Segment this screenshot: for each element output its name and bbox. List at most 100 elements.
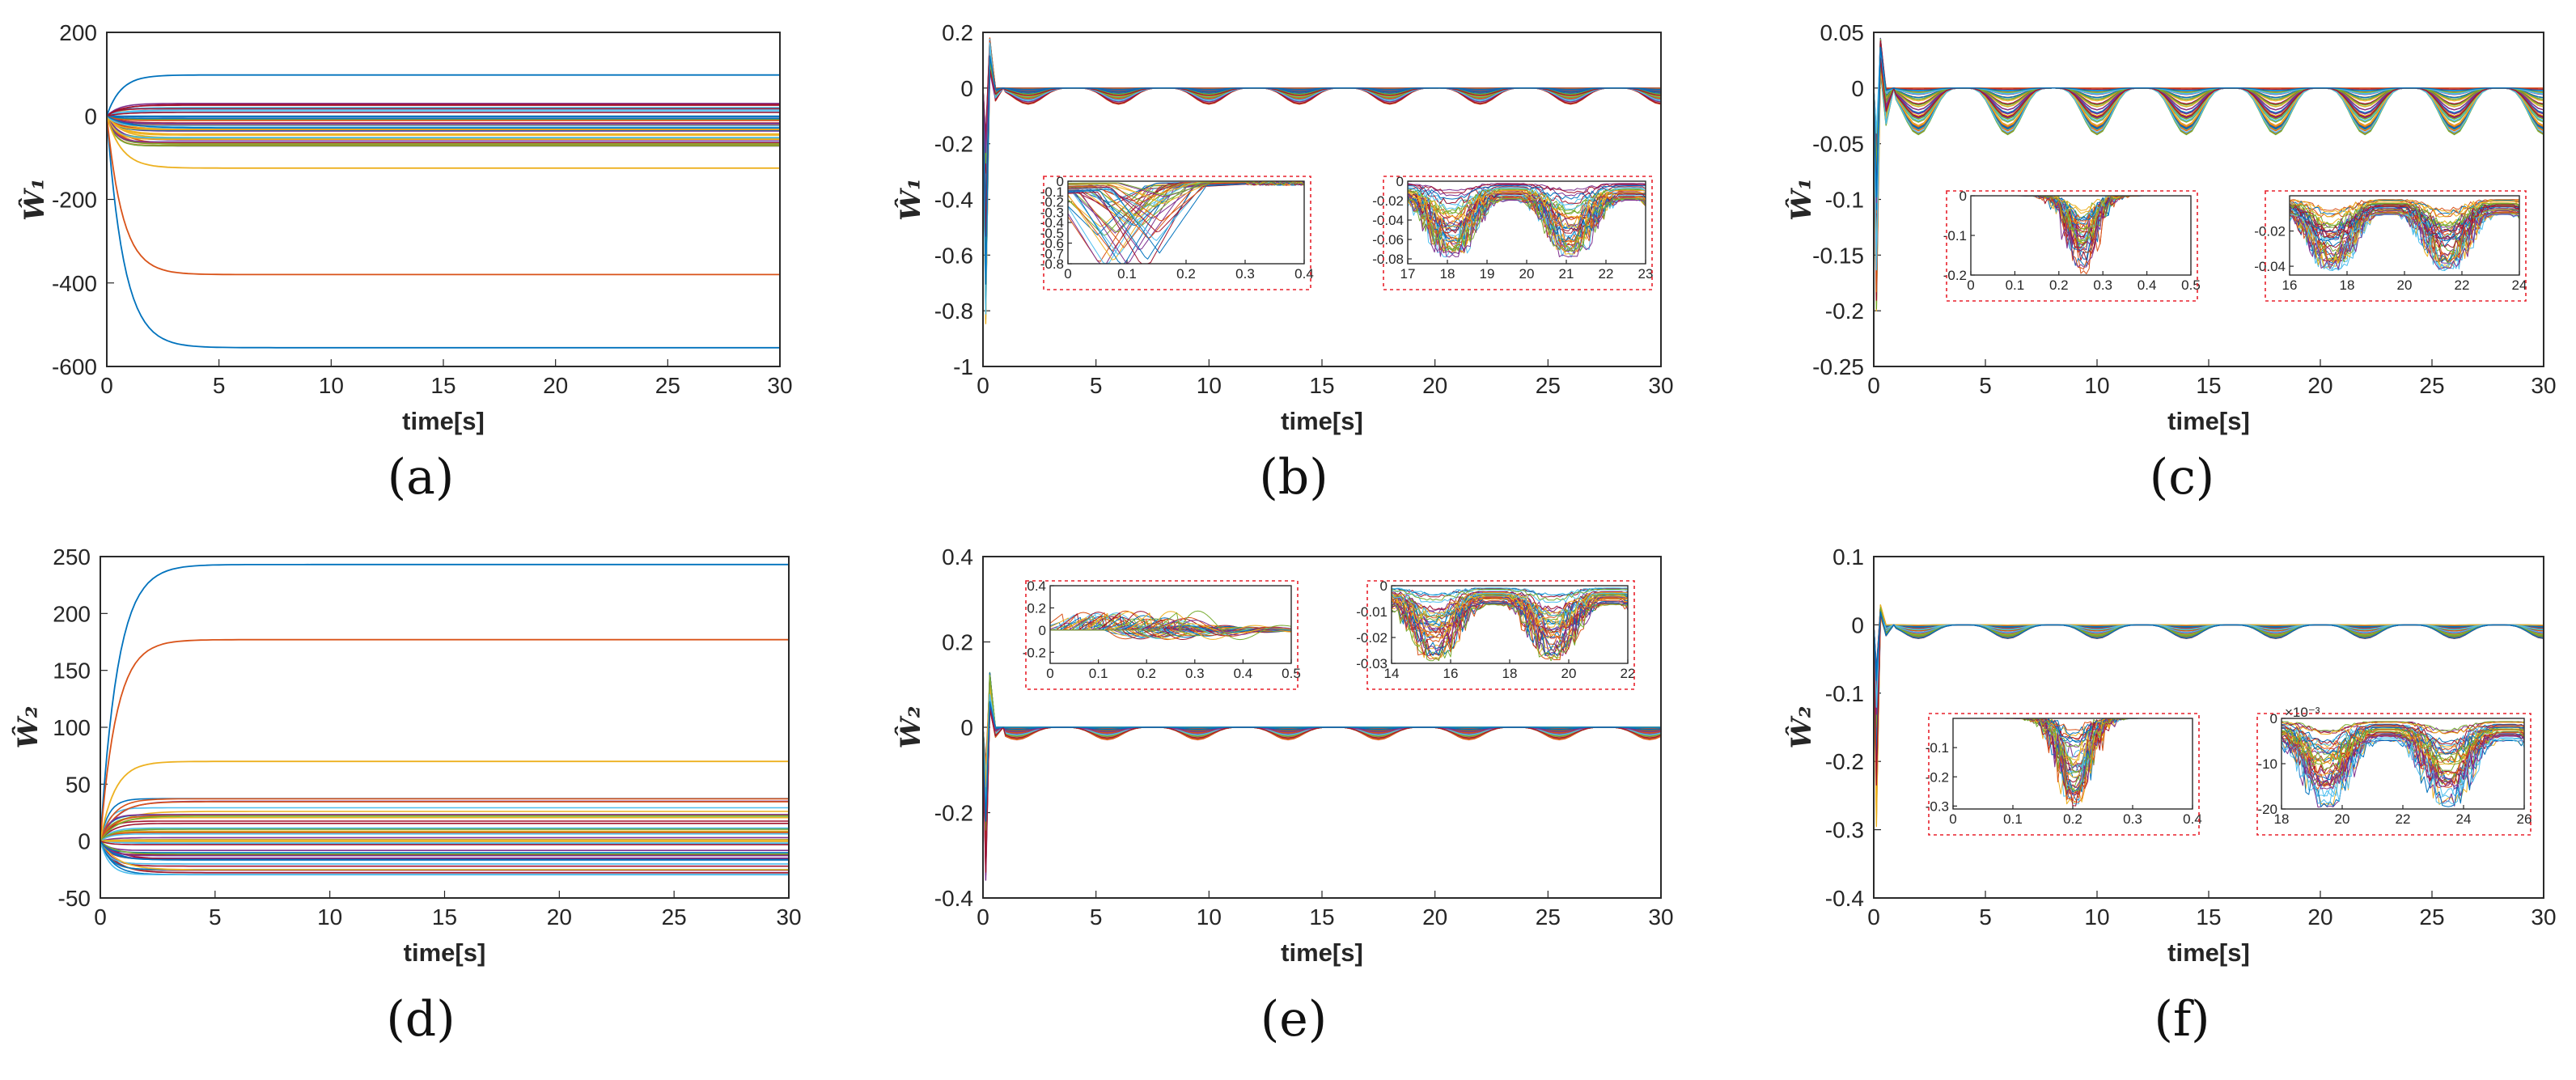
series-line (100, 836, 789, 842)
y-tick-label: -0.04 (1372, 213, 1404, 228)
y-tick-label: -0.02 (1372, 193, 1404, 209)
y-tick-label: -0.25 (1812, 354, 1864, 379)
inset-line (1953, 718, 2193, 791)
panel-label: (e) (1260, 991, 1327, 1048)
inset-series-group (1050, 610, 1291, 641)
x-axis-label: time[s] (1281, 407, 1363, 435)
inset-line (2282, 733, 2524, 780)
x-tick-label: 0 (977, 904, 989, 930)
series-line (983, 55, 1661, 285)
y-tick-label: -0.1 (1040, 184, 1064, 200)
inset-line (1971, 196, 2191, 266)
inset-line (1971, 196, 2191, 211)
y-tick-label: 0 (2270, 711, 2277, 726)
inset-line (2282, 739, 2524, 804)
series-line (100, 841, 789, 861)
inset-line (1971, 196, 2191, 241)
inset-line (1392, 601, 1628, 651)
y-tick-label: -1 (953, 354, 973, 379)
y-tick-label: -0.2 (1926, 769, 1949, 785)
axes-border (1873, 32, 2544, 367)
inset-line (1392, 589, 1628, 601)
x-tick-label: 0.1 (1089, 666, 1108, 681)
series-group (983, 671, 1661, 881)
series-line (1874, 66, 2544, 180)
series-group (1874, 604, 2544, 828)
series-line (107, 115, 780, 130)
inset-left: 0 0.1 0.2 0.3 0.4 0.5 0 -0.1 -0.2 (1943, 188, 2201, 302)
inset-line (1971, 196, 2191, 242)
x-tick-label: 20 (2307, 904, 2332, 930)
x-tick-label: 20 (1519, 266, 1535, 282)
inset-series-group (1408, 183, 1646, 258)
x-tick-label: 10 (2084, 904, 2109, 930)
y-tick-label: -0.2 (1023, 645, 1046, 660)
series-line (107, 115, 780, 121)
series-line (107, 115, 780, 129)
x-tick-label: 5 (1090, 904, 1103, 930)
series-line (1874, 46, 2544, 198)
inset-line (1408, 184, 1646, 193)
series-line (107, 112, 780, 117)
chart-panel-a: 0 5 10 15 20 25 30 200 0 -200 -400 -600 time[s] Ŵ₁ (a) (18, 20, 793, 506)
x-tick-label: 0 (1046, 666, 1053, 681)
inset-line (1392, 604, 1628, 662)
chart-panel-b: 0 5 10 15 20 25 30 0.2 0 -0.2 -0.4 -0.6 -0.8 -1 time[s… (894, 20, 1674, 506)
inset-axes-border (1067, 180, 1305, 265)
y-tick-label: -0.6 (1040, 236, 1064, 252)
x-tick-label: 0.4 (1294, 266, 1314, 282)
series-line (983, 708, 1661, 873)
series-group (107, 74, 780, 349)
inset-line (1953, 718, 2193, 735)
x-tick-label: 10 (1197, 373, 1222, 398)
x-tick-label: 5 (213, 373, 226, 398)
x-tick-label: 22 (2396, 811, 2411, 827)
y-tick-label: -0.15 (1812, 243, 1864, 268)
y-tick-label: -0.04 (2254, 259, 2286, 274)
inset-axes-border (1952, 718, 2193, 810)
inset-line (1408, 189, 1646, 218)
inset-line (1953, 718, 2193, 760)
series-line (100, 815, 789, 842)
inset-series-group (1068, 181, 1304, 264)
panel-label: (f) (2154, 991, 2210, 1048)
series-line (107, 116, 780, 169)
series-line (100, 841, 789, 851)
inset-line (1971, 196, 2191, 218)
y-tick-label: -0.2 (934, 132, 973, 157)
y-tick-label: 0 (78, 829, 91, 854)
y-tick-label: -0.8 (1040, 256, 1064, 272)
series-line (983, 69, 1661, 237)
series-line (107, 116, 780, 146)
x-tick-label: 30 (2531, 904, 2556, 930)
series-line (1874, 57, 2544, 193)
x-tick-label: 18 (2274, 811, 2290, 827)
x-tick-label: 0 (1867, 904, 1880, 930)
panel-label: (a) (388, 449, 455, 506)
x-axis-label: time[s] (2167, 938, 2250, 967)
x-tick-label: 18 (1440, 266, 1455, 282)
x-tick-label: 20 (1561, 666, 1577, 681)
inset-line (1953, 718, 2193, 775)
x-tick-label: 5 (1979, 904, 1992, 930)
y-tick-label: 0 (960, 76, 973, 101)
y-tick-label: -0.4 (934, 886, 973, 911)
inset-line (2282, 724, 2524, 745)
inset-line (1953, 718, 2193, 778)
series-line (100, 820, 789, 842)
y-tick-label: -20 (2257, 802, 2277, 817)
series-line (100, 841, 789, 874)
chart-panel-e: 0 5 10 15 20 25 300.40.20-0.2-0.4time[s]Ŵ₂(e)0… (894, 544, 1674, 1048)
inset-line (1971, 196, 2191, 238)
series-line (100, 798, 789, 841)
y-tick-label: -0.05 (1812, 132, 1864, 157)
inset-line (1971, 196, 2191, 221)
inset-line (1068, 181, 1304, 233)
series-line (1874, 38, 2544, 170)
inset-line (2290, 201, 2519, 218)
y-tick-label: 0.2 (942, 630, 973, 655)
x-tick-label: 0.3 (2093, 277, 2112, 293)
inset-series-group (1971, 196, 2191, 274)
inset-line (1971, 196, 2191, 248)
inset-line (2290, 205, 2519, 235)
